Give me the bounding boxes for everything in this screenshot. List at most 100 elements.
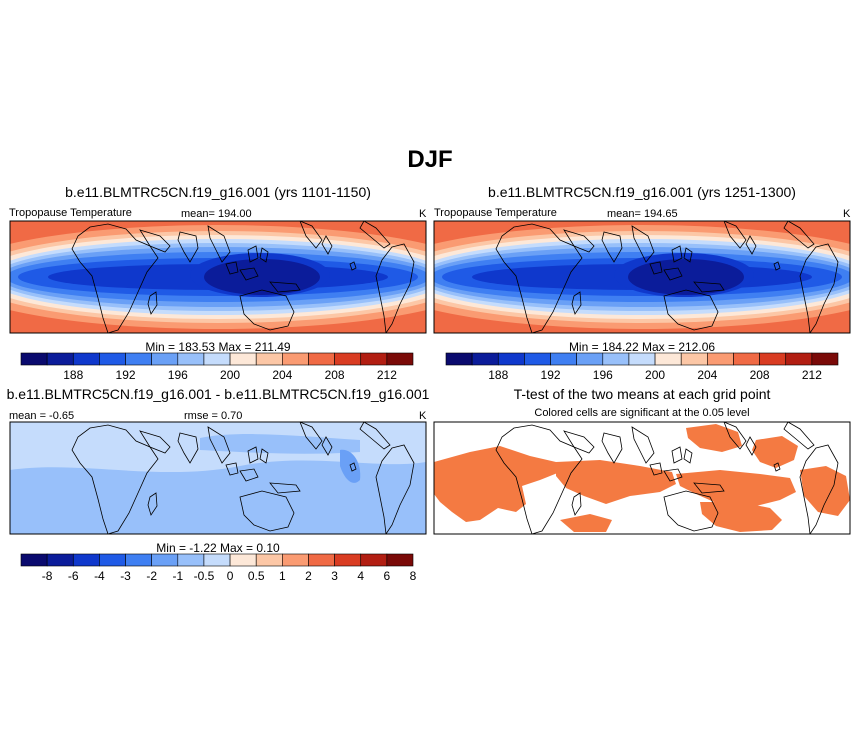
colorbar-swatch — [46, 553, 74, 567]
colorbar-swatch — [334, 352, 362, 366]
colorbar-tick-label: 212 — [802, 368, 822, 382]
colorbar-swatch — [360, 352, 388, 366]
colorbar-swatch — [46, 352, 74, 366]
colorbar-swatch — [733, 352, 760, 366]
colorbar-tick-label: 192 — [116, 368, 136, 382]
panel1-mean-label: mean= 194.00 — [181, 208, 252, 220]
colorbar-swatch — [255, 553, 283, 567]
colorbar-swatch — [360, 553, 388, 567]
colorbar-tick-label: 196 — [593, 368, 613, 382]
panel3-minmax: Min = -1.22 Max = 0.10 — [156, 541, 280, 555]
colorbar-tick-label: 192 — [541, 368, 561, 382]
panel3-map — [10, 422, 426, 534]
colorbar-swatch — [654, 352, 682, 366]
colorbar-tick-label: -0.5 — [194, 569, 215, 583]
colorbar-tick-label: 204 — [272, 368, 292, 382]
panel4-map — [434, 422, 850, 534]
colorbar-swatch — [99, 553, 126, 567]
panel1-title: b.e11.BLMTRC5CN.f19_g16.001 (yrs 1101-11… — [65, 184, 371, 200]
panel2-variable-label: Tropopause Temperature — [434, 207, 557, 219]
panel2-colorbar: 188 192 196 200 204 208 212 — [445, 352, 839, 382]
colorbar-swatch — [282, 553, 309, 567]
colorbar-tick-label: 212 — [377, 368, 397, 382]
colorbar-tick-label: 0 — [227, 569, 234, 583]
colorbar-swatch — [576, 352, 604, 366]
colorbar-tick-label: -3 — [120, 569, 131, 583]
colorbar-swatch — [282, 352, 309, 366]
colorbar-swatch — [497, 352, 525, 366]
colorbar-tick-label: 3 — [331, 569, 338, 583]
colorbar-swatch — [229, 352, 257, 366]
colorbar-swatch — [255, 352, 283, 366]
figure-title: DJF — [407, 146, 453, 173]
panel4-frame — [433, 421, 851, 535]
panel1-units-label: K — [419, 208, 427, 220]
colorbar-swatch — [229, 553, 257, 567]
colorbar-tick-label: 6 — [384, 569, 391, 583]
colorbar-swatch — [125, 553, 152, 567]
colorbar-swatch — [785, 352, 813, 366]
panel2-mean-label: mean= 194.65 — [607, 208, 678, 220]
colorbar-swatch — [811, 352, 839, 366]
colorbar-swatch — [386, 553, 414, 567]
panel2-minmax: Min = 184.22 Max = 212.06 — [568, 340, 716, 354]
colorbar-tick-label: -4 — [94, 569, 105, 583]
colorbar-swatch — [151, 352, 179, 366]
panel4-subtitle: Colored cells are significant at the 0.0… — [534, 407, 750, 419]
colorbar-tick-label: 208 — [325, 368, 345, 382]
colorbar-tick-label: 1 — [279, 569, 286, 583]
colorbar-swatch — [308, 553, 335, 567]
colorbar-swatch — [759, 352, 787, 366]
panel1-frame — [9, 220, 427, 334]
colorbar-swatch — [20, 553, 48, 567]
colorbar-swatch — [203, 553, 231, 567]
panel2-units-label: K — [843, 208, 851, 220]
colorbar-tick-label: -6 — [68, 569, 79, 583]
panel3-units-label: K — [419, 410, 427, 422]
colorbar-swatch — [72, 352, 100, 366]
panel1-minmax: Min = 183.53 Max = 211.49 — [145, 340, 291, 354]
colorbar-swatch — [386, 352, 414, 366]
colorbar-tick-label: 2 — [305, 569, 312, 583]
panel2-frame — [433, 220, 851, 334]
panel2-map — [434, 221, 850, 333]
colorbar-tick-label: 0.5 — [248, 569, 265, 583]
colorbar-tick-label: -2 — [146, 569, 157, 583]
panel3-title: b.e11.BLMTRC5CN.f19_g16.001 - b.e11.BLMT… — [6, 386, 430, 402]
colorbar-swatch — [445, 352, 473, 366]
colorbar-tick-label: -8 — [42, 569, 53, 583]
colorbar-swatch — [177, 352, 205, 366]
panel1-map — [10, 221, 426, 333]
colorbar-tick-label: 4 — [357, 569, 364, 583]
colorbar-swatch — [20, 352, 48, 366]
colorbar-tick-label: 188 — [63, 368, 83, 382]
colorbar-tick-label: 196 — [168, 368, 188, 382]
colorbar-swatch — [602, 352, 630, 366]
colorbar-swatch — [550, 352, 577, 366]
colorbar-tick-label: 200 — [220, 368, 240, 382]
panel3-colorbar: -8 -6 -4 -3 -2 -1 -0.5 0 0.5 1 2 3 4 6 8 — [20, 553, 417, 583]
colorbar-swatch — [203, 352, 231, 366]
panel4-title: T-test of the two means at each grid poi… — [513, 386, 771, 402]
colorbar-swatch — [177, 553, 205, 567]
colorbar-swatch — [707, 352, 734, 366]
colorbar-tick-label: 8 — [410, 569, 417, 583]
panel2-title: b.e11.BLMTRC5CN.f19_g16.001 (yrs 1251-13… — [488, 184, 796, 200]
colorbar-tick-label: 200 — [645, 368, 665, 382]
colorbar-tick-label: -1 — [172, 569, 183, 583]
colorbar-swatch — [524, 352, 551, 366]
panel1-variable-label: Tropopause Temperature — [9, 207, 132, 219]
colorbar-swatch — [72, 553, 100, 567]
colorbar-tick-label: 204 — [697, 368, 717, 382]
colorbar-tick-label: 188 — [488, 368, 508, 382]
colorbar-swatch — [125, 352, 152, 366]
panel3-mean-label: mean = -0.65 — [9, 410, 75, 422]
colorbar-swatch — [628, 352, 656, 366]
colorbar-tick-label: 208 — [750, 368, 770, 382]
colorbar-swatch — [99, 352, 126, 366]
panel1-colorbar: 188 192 196 200 204 208 212 — [20, 352, 414, 382]
colorbar-swatch — [334, 553, 362, 567]
colorbar-swatch — [151, 553, 179, 567]
colorbar-swatch — [471, 352, 499, 366]
